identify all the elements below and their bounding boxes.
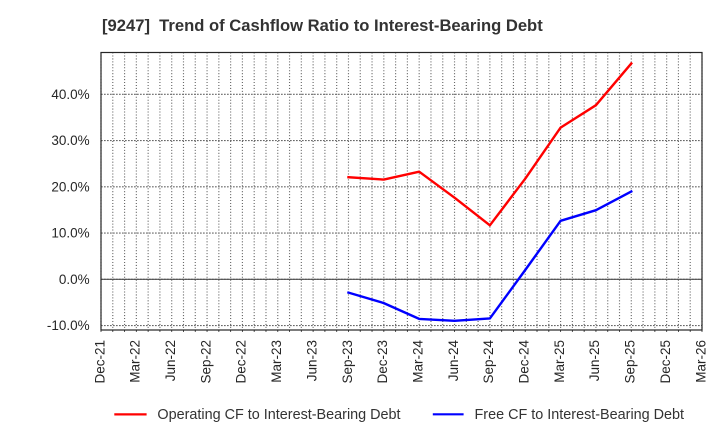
svg-text:Sep-25: Sep-25: [623, 340, 638, 384]
svg-text:Mar-24: Mar-24: [410, 340, 425, 383]
svg-text:Dec-22: Dec-22: [234, 340, 249, 384]
svg-text:10.0%: 10.0%: [51, 226, 89, 241]
svg-text:Operating CF to Interest-Beari: Operating CF to Interest-Bearing Debt: [157, 407, 400, 423]
svg-text:40.0%: 40.0%: [51, 87, 89, 102]
svg-text:Mar-25: Mar-25: [552, 340, 567, 383]
svg-text:Jun-22: Jun-22: [163, 340, 178, 381]
svg-text:Jun-23: Jun-23: [304, 340, 319, 381]
svg-text:Dec-25: Dec-25: [658, 340, 673, 384]
svg-text:Sep-23: Sep-23: [340, 340, 355, 384]
svg-text:30.0%: 30.0%: [51, 133, 89, 148]
svg-text:-10.0%: -10.0%: [47, 318, 90, 333]
svg-text:Mar-22: Mar-22: [128, 340, 143, 383]
svg-text:Mar-23: Mar-23: [269, 340, 284, 383]
svg-text:0.0%: 0.0%: [59, 272, 90, 287]
svg-text:Sep-22: Sep-22: [198, 340, 213, 384]
svg-text:Sep-24: Sep-24: [481, 340, 496, 384]
svg-text:20.0%: 20.0%: [51, 179, 89, 194]
svg-text:Jun-25: Jun-25: [587, 340, 602, 381]
svg-text:[9247] Trend of Cashflow Rati: [9247] Trend of Cashflow Ratio to Intere…: [102, 16, 543, 35]
svg-text:Mar-26: Mar-26: [693, 340, 708, 383]
svg-text:Free CF to Interest-Bearing De: Free CF to Interest-Bearing Debt: [475, 407, 685, 423]
svg-text:Dec-21: Dec-21: [92, 340, 107, 384]
svg-text:Dec-24: Dec-24: [517, 340, 532, 384]
svg-text:Dec-23: Dec-23: [375, 340, 390, 384]
svg-text:Jun-24: Jun-24: [446, 340, 461, 382]
